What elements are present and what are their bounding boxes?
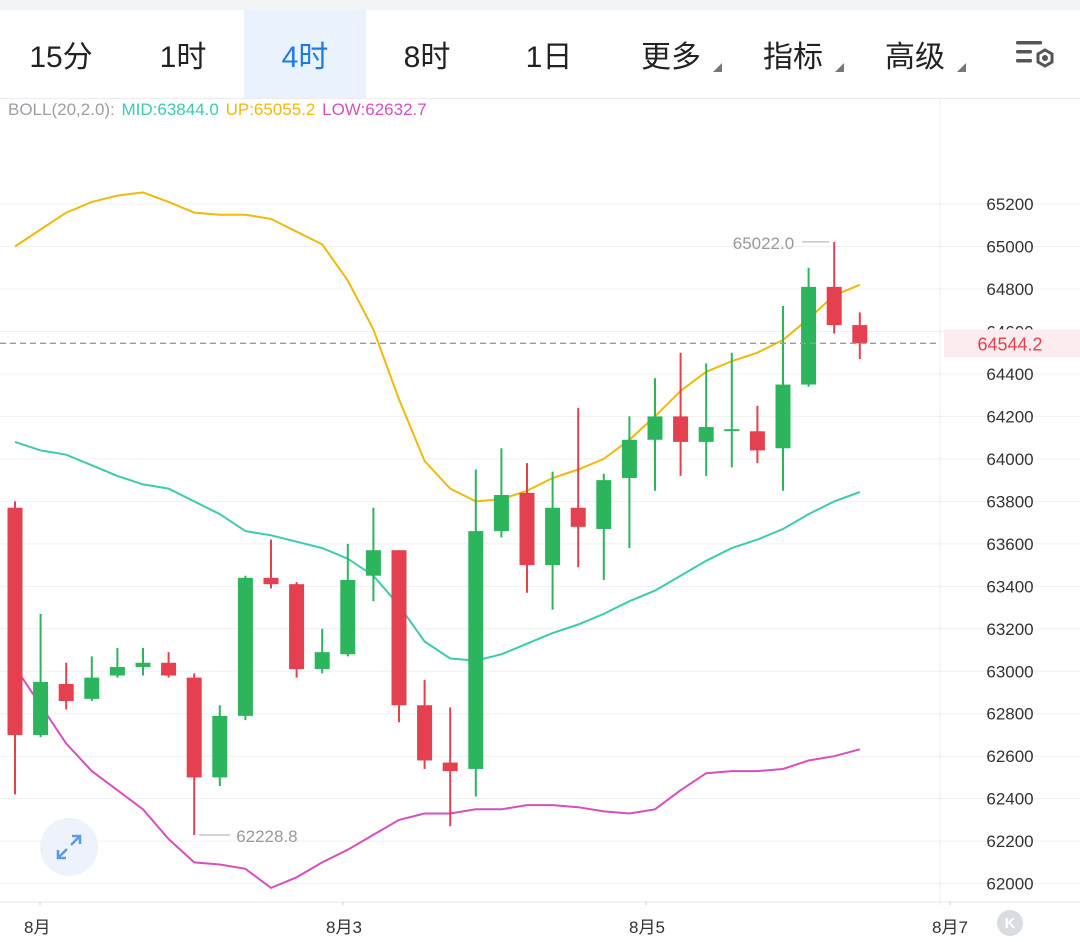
expand-chart-button[interactable]: [40, 818, 98, 876]
candle-body: [545, 507, 561, 566]
last-price-label: 64544.2: [977, 334, 1042, 354]
candle-body: [698, 427, 714, 442]
tab-label: 4时: [281, 41, 329, 74]
candle-body: [596, 480, 612, 529]
y-tick-label: 62600: [986, 747, 1033, 766]
dropdown-caret-icon: [957, 63, 966, 72]
candle-body: [775, 384, 791, 449]
chart-settings-icon[interactable]: [1014, 38, 1058, 72]
candle-body: [212, 715, 228, 778]
candle-body: [493, 495, 509, 532]
tab-label: 15分: [29, 41, 93, 74]
x-tick-label: 8月3: [326, 918, 362, 937]
dropdown-caret-icon: [835, 63, 844, 72]
y-tick-label: 62000: [986, 875, 1033, 894]
y-tick-label: 63200: [986, 620, 1033, 639]
tab-label: 1时: [159, 41, 207, 74]
boll-mid: MID:63844.0: [121, 100, 219, 119]
candle-body: [442, 762, 458, 772]
boll-low: LOW:62632.7: [322, 100, 427, 119]
tab-4h[interactable]: 4时: [244, 10, 366, 98]
high-marker-label: 65022.0: [733, 234, 794, 253]
candle-body: [826, 286, 842, 326]
tab-15m[interactable]: 15分: [0, 10, 122, 98]
candle-body: [391, 550, 407, 706]
candle-body: [135, 662, 151, 668]
candle-body: [801, 286, 817, 385]
boll-up: UP:65055.2: [225, 100, 316, 119]
y-tick-label: 64400: [986, 365, 1033, 384]
dropdown-caret-icon: [713, 63, 722, 72]
candle-body: [852, 325, 868, 344]
candlestick-chart[interactable]: 6520065000648006460064400642006400063800…: [0, 100, 1080, 905]
y-tick-label: 65000: [986, 238, 1033, 257]
y-tick-label: 64800: [986, 280, 1033, 299]
candle-body: [109, 667, 125, 676]
tab-1d[interactable]: 1日: [488, 10, 610, 98]
y-tick-label: 63400: [986, 577, 1033, 596]
candle-body: [724, 429, 740, 432]
candle-body: [340, 579, 356, 655]
y-tick-label: 63600: [986, 535, 1033, 554]
candle-body: [468, 531, 484, 769]
y-tick-label: 65200: [986, 195, 1033, 214]
candle-body: [519, 492, 535, 566]
y-tick-label: 64000: [986, 450, 1033, 469]
tab-label: 8时: [403, 41, 451, 74]
last-price-tag: [944, 329, 1080, 358]
tab-label: 更多: [641, 41, 701, 74]
candle-body: [365, 550, 381, 576]
y-tick-label: 64200: [986, 407, 1033, 426]
candle-body: [84, 677, 100, 699]
boll-mid-line: [14, 440, 861, 662]
candle-body: [749, 431, 765, 451]
candle-body: [263, 577, 279, 585]
boll-name: BOLL(20,2.0):: [8, 100, 115, 119]
tab-8h[interactable]: 8时: [366, 10, 488, 98]
y-tick-label: 63000: [986, 662, 1033, 681]
x-tick-label: 8月5: [629, 918, 665, 937]
boll-upper-line: [14, 191, 861, 503]
candle-body: [237, 577, 253, 716]
boll-legend: BOLL(20,2.0): MID:63844.0 UP:65055.2 LOW…: [8, 100, 429, 120]
tab-label: 指标: [763, 41, 823, 74]
status-strip: [0, 0, 1080, 10]
tab-advanced[interactable]: 高级: [854, 10, 976, 98]
tab-label: 高级: [885, 41, 945, 74]
expand-icon: [56, 834, 82, 860]
x-tick-label: 8月: [24, 918, 51, 937]
candle-body: [621, 439, 637, 479]
candle-body: [570, 507, 586, 527]
candle-body: [7, 507, 23, 735]
y-tick-label: 62400: [986, 790, 1033, 809]
low-marker-label: 62228.8: [236, 827, 297, 846]
candle-body: [161, 662, 177, 676]
candle-body: [58, 684, 74, 701]
candle-body: [186, 677, 202, 778]
tab-1h[interactable]: 1时: [122, 10, 244, 98]
boll-lower-line: [14, 666, 861, 890]
candle-body: [33, 681, 49, 735]
candle-body: [289, 584, 305, 670]
candle-body: [673, 416, 689, 442]
x-tick-label: 8月7: [932, 918, 968, 937]
candle-body: [417, 705, 433, 761]
k-logo: K: [997, 910, 1023, 936]
interval-toolbar: 15分 1时 4时 8时 1日 更多 指标 高级: [0, 10, 1080, 99]
candle-body: [314, 652, 330, 670]
tab-label: 1日: [525, 41, 573, 74]
tab-indicators[interactable]: 指标: [732, 10, 854, 98]
y-tick-label: 62800: [986, 705, 1033, 724]
y-tick-label: 62200: [986, 832, 1033, 851]
y-tick-label: 63800: [986, 492, 1033, 511]
candle-body: [647, 416, 663, 440]
tab-more[interactable]: 更多: [610, 10, 732, 98]
